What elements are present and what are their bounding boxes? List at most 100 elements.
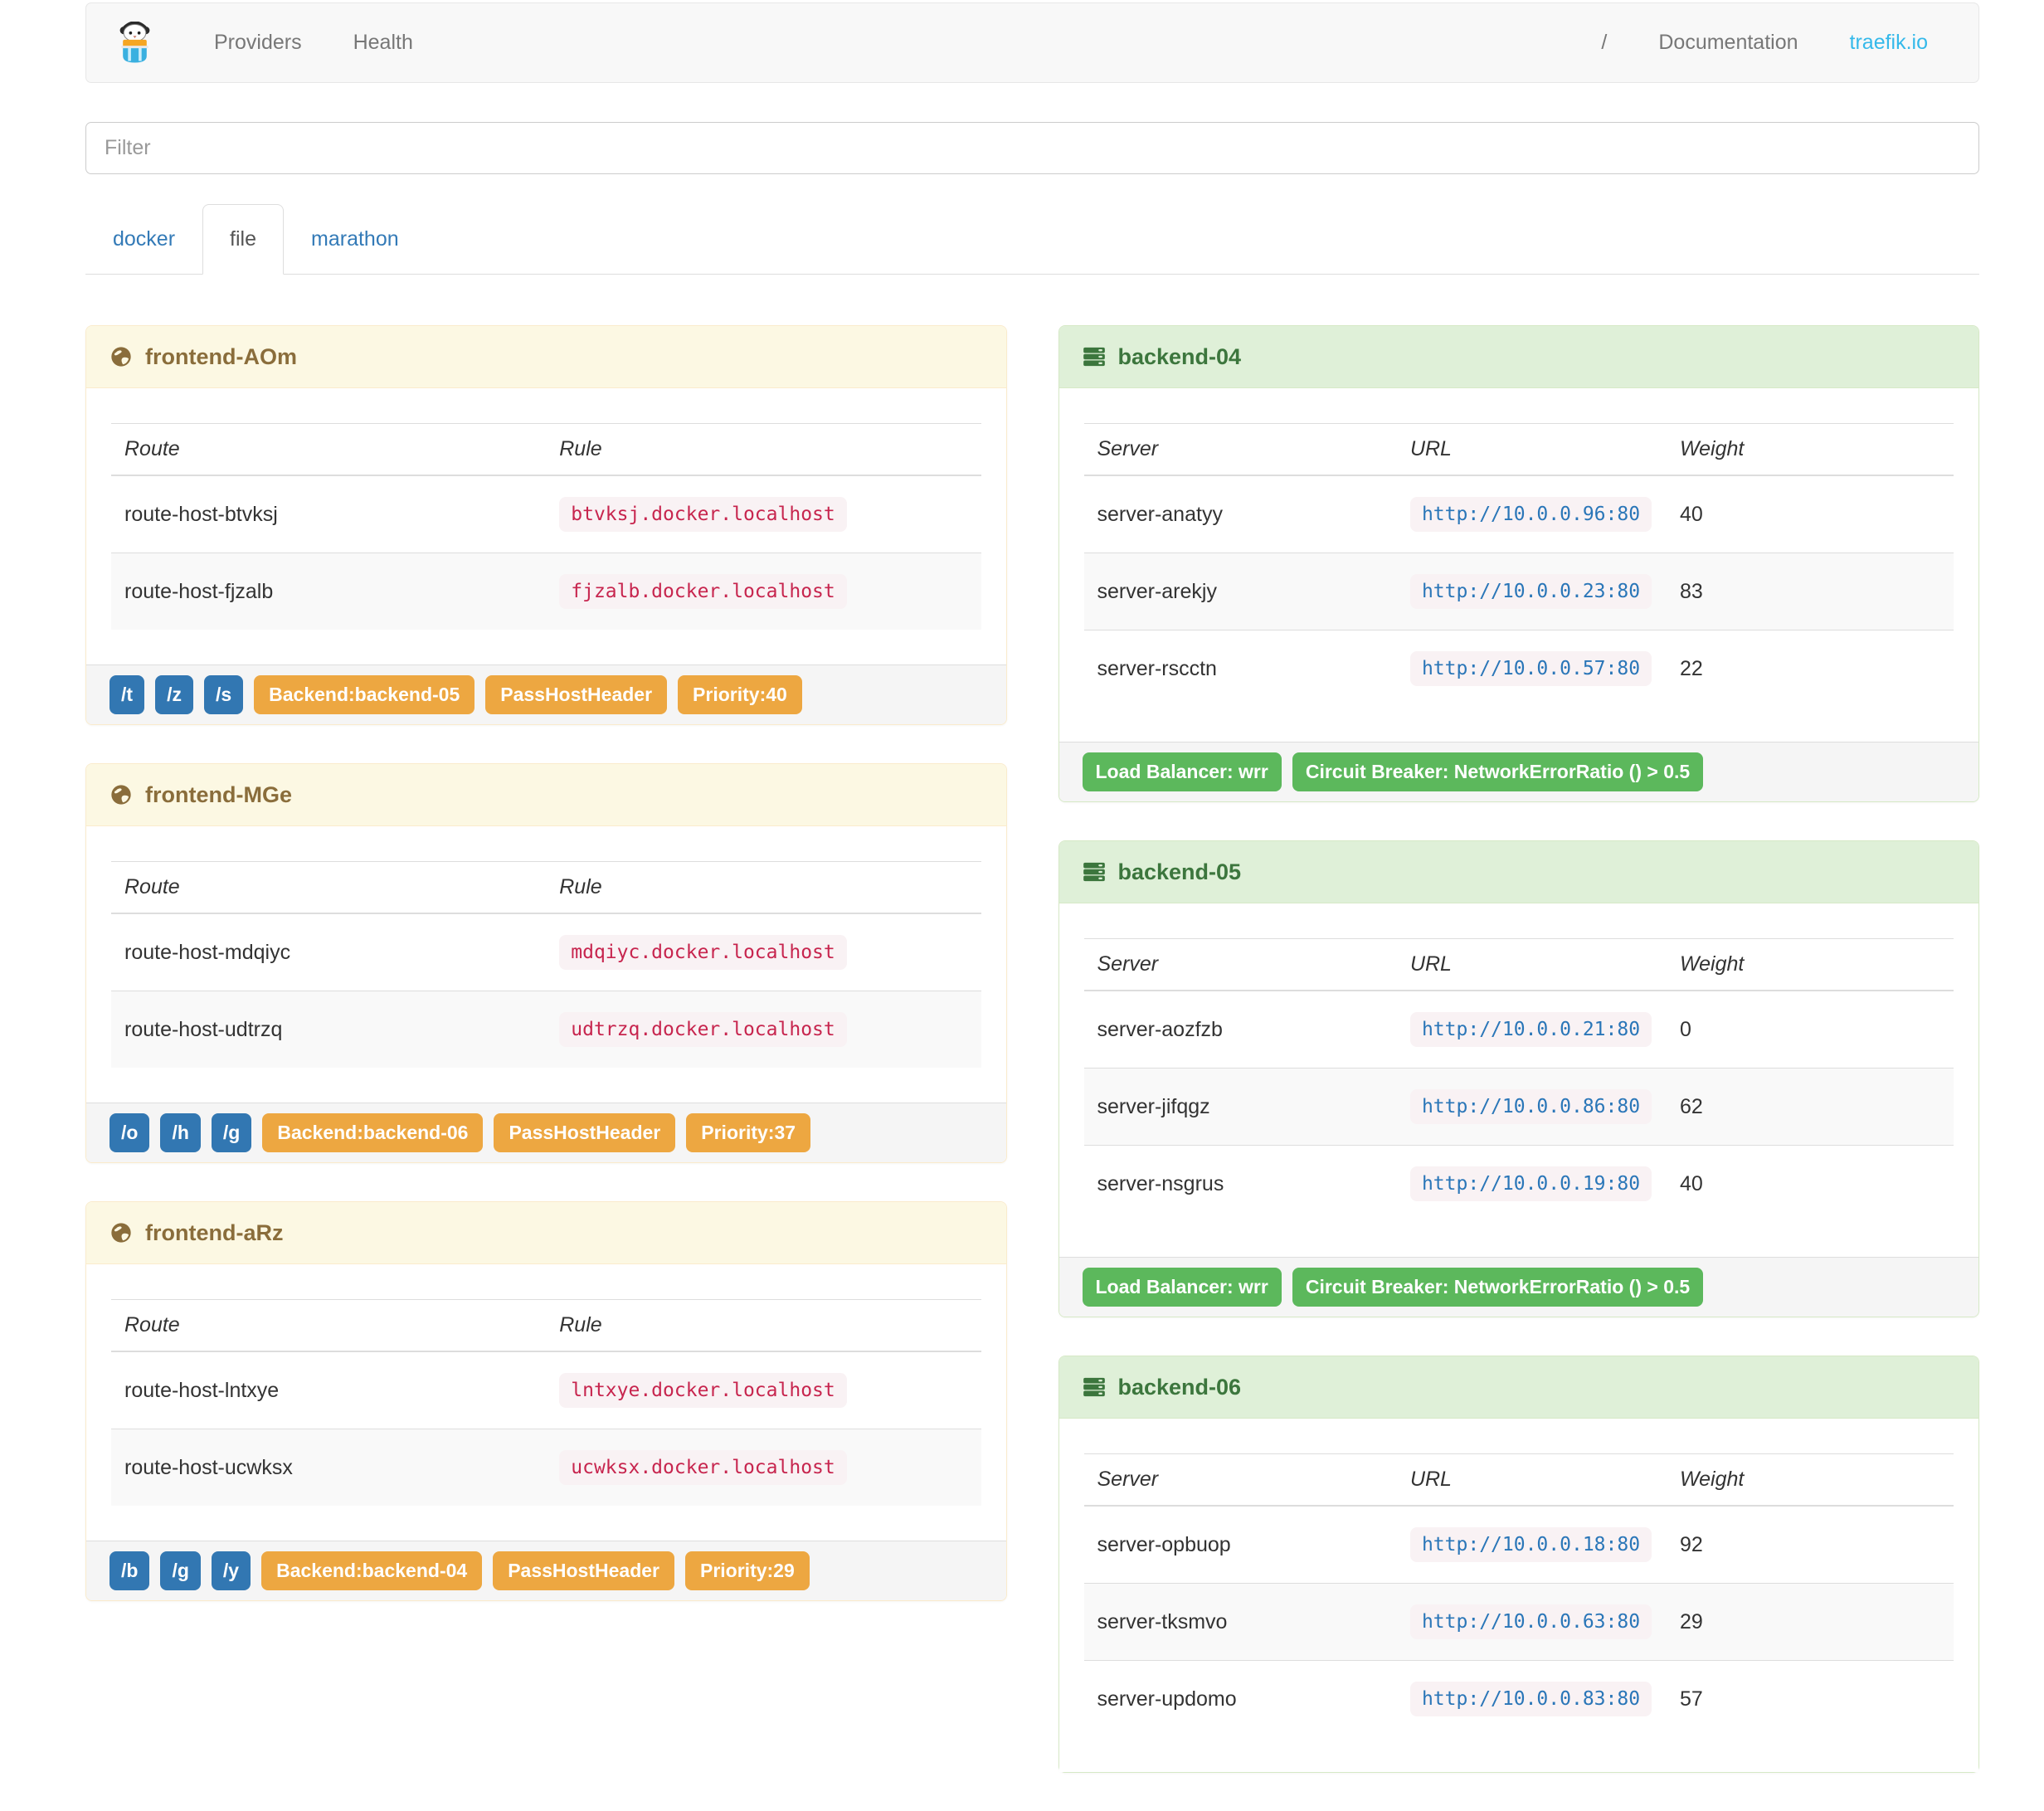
panel-body: Route Rule route-host-btvksj btvksj.docker.… xyxy=(86,388,1006,665)
url-chip: http://10.0.0.21:80 xyxy=(1409,1012,1652,1047)
tag-label: Backend:backend-05 xyxy=(254,675,475,714)
url-chip: http://10.0.0.19:80 xyxy=(1409,1166,1652,1201)
backend-table: Server URL Weight server-anatyy http://10.0.… xyxy=(1083,423,1954,707)
server-icon xyxy=(1083,860,1106,884)
tag-label: Priority:37 xyxy=(686,1113,811,1152)
column-header: URL xyxy=(1396,938,1667,991)
frontend-route-row: route-host-btvksj btvksj.docker.localhost xyxy=(111,475,981,553)
weight-value: 22 xyxy=(1666,630,1954,707)
column-header: Weight xyxy=(1666,1453,1954,1507)
entrypoint-label: /z xyxy=(155,675,193,714)
tab-docker[interactable]: docker xyxy=(113,227,176,251)
route-name: route-host-btvksj xyxy=(124,502,278,526)
nav-health[interactable]: Health xyxy=(353,31,413,54)
panel-body: Server URL Weight server-aozfzb http://10.0.… xyxy=(1058,903,1978,1257)
url-chip: http://10.0.0.96:80 xyxy=(1409,497,1652,532)
nav-documentation[interactable]: Documentation xyxy=(1658,31,1798,54)
server-name: server-aozfzb xyxy=(1097,1017,1223,1041)
table-header-row: Server URL Weight xyxy=(1083,1453,1954,1507)
backend-title: backend-04 xyxy=(1117,343,1242,369)
url-chip: http://10.0.0.57:80 xyxy=(1409,651,1652,686)
backends-column: backend-04 Server URL Weight server-anatyy ht… xyxy=(1058,325,1979,1811)
backend-server-row: server-updomo http://10.0.0.83:80 57 xyxy=(1083,1660,1954,1737)
weight-value: 62 xyxy=(1666,1068,1954,1146)
backend-server-row: server-opbuop http://10.0.0.18:80 92 xyxy=(1084,1506,1954,1584)
weight-value: 57 xyxy=(1666,1660,1954,1737)
panel-footer: /b/g/y Backend:backend-04 PassHostHeader Pr… xyxy=(86,1541,1006,1600)
tag-label: PassHostHeader xyxy=(485,675,668,714)
nav-slash[interactable]: / xyxy=(1601,31,1608,54)
backend-title: backend-06 xyxy=(1117,1374,1242,1400)
frontend-route-row: route-host-udtrzq udtrzq.docker.localhost xyxy=(111,991,981,1068)
frontend-route-row: route-host-mdqiyc mdqiyc.docker.localhost xyxy=(111,913,981,991)
filter-input[interactable] xyxy=(85,122,1979,174)
weight-value: 29 xyxy=(1666,1583,1954,1661)
column-header: Rule xyxy=(546,423,981,476)
url-chip: http://10.0.0.63:80 xyxy=(1409,1604,1652,1639)
frontend-title: frontend-AOm xyxy=(145,343,297,369)
column-header: Route xyxy=(111,861,547,914)
frontends-column: frontend-AOm Route Rule route-host-btvksj bt… xyxy=(85,325,1007,1639)
panel-body: Route Rule route-host-lntxye lntxye.docker.… xyxy=(86,1264,1006,1541)
panel-body: Server URL Weight server-opbuop http://10.0.… xyxy=(1058,1419,1978,1772)
nav-providers[interactable]: Providers xyxy=(214,31,302,54)
backend-server-row: server-jifqgz http://10.0.0.86:80 62 xyxy=(1083,1068,1954,1146)
column-header: Weight xyxy=(1666,423,1954,476)
server-name: server-jifqgz xyxy=(1083,1068,1397,1146)
column-header: Route xyxy=(111,423,547,476)
panel-footer: Load Balancer: wrr Circuit Breaker: Netwo… xyxy=(1058,742,1978,801)
backend-panel: backend-04 Server URL Weight server-anatyy ht… xyxy=(1058,325,1979,802)
table-header-row: Server URL Weight xyxy=(1083,423,1954,476)
rule-chip: lntxye.docker.localhost xyxy=(559,1373,847,1408)
backend-tag-label: Circuit Breaker: NetworkErrorRatio () > … xyxy=(1292,752,1704,791)
rule-chip: btvksj.docker.localhost xyxy=(559,497,847,532)
route-name: route-host-ucwksx xyxy=(111,1429,547,1506)
content-columns: frontend-AOm Route Rule route-host-btvksj bt… xyxy=(85,325,1979,1811)
entrypoint-label: /b xyxy=(110,1551,150,1590)
frontend-panel: frontend-AOm Route Rule route-host-btvksj bt… xyxy=(85,325,1007,725)
tab-marathon[interactable]: marathon xyxy=(311,227,399,251)
column-header: Server xyxy=(1083,1453,1397,1507)
backend-tag-label: Circuit Breaker: NetworkErrorRatio () > … xyxy=(1292,1268,1704,1307)
server-name: server-arekjy xyxy=(1083,553,1397,630)
column-header: Rule xyxy=(546,861,981,914)
route-name: route-host-mdqiyc xyxy=(124,940,291,964)
panel-footer: Load Balancer: wrr Circuit Breaker: Netwo… xyxy=(1058,1257,1978,1317)
column-header: Route xyxy=(111,1299,547,1352)
nav-traefik-io[interactable]: traefik.io xyxy=(1849,31,1928,54)
url-chip: http://10.0.0.23:80 xyxy=(1409,574,1652,609)
backend-title: backend-05 xyxy=(1117,859,1242,884)
frontend-panel: frontend-MGe Route Rule route-host-mdqiyc md… xyxy=(85,763,1007,1163)
backend-panel: backend-06 Server URL Weight server-opbuop ht… xyxy=(1058,1356,1979,1773)
traefik-logo[interactable] xyxy=(116,21,153,65)
entrypoint-label: /s xyxy=(203,675,244,714)
route-name: route-host-lntxye xyxy=(124,1378,280,1402)
provider-tabs: docker file marathon xyxy=(85,204,1979,275)
tag-label: Backend:backend-06 xyxy=(262,1113,484,1152)
frontend-title: frontend-aRz xyxy=(145,1220,284,1245)
tab-file[interactable]: file xyxy=(202,204,285,275)
server-name: server-rscctn xyxy=(1083,630,1397,707)
panel-body: Server URL Weight server-anatyy http://10.0.… xyxy=(1058,388,1978,742)
rule-chip: ucwksx.docker.localhost xyxy=(559,1450,847,1485)
server-name: server-updomo xyxy=(1083,1660,1397,1737)
entrypoint-label: /h xyxy=(160,1113,201,1152)
navbar-right: / Documentation traefik.io xyxy=(1575,31,1954,55)
column-header: Server xyxy=(1083,423,1397,476)
entrypoint-label: /g xyxy=(211,1113,252,1152)
column-header: URL xyxy=(1396,423,1667,476)
rule-chip: udtrzq.docker.localhost xyxy=(559,1012,847,1047)
weight-value: 83 xyxy=(1666,553,1954,630)
tag-label: Priority:29 xyxy=(685,1551,810,1590)
route-name: route-host-udtrzq xyxy=(111,991,547,1068)
table-header-row: Route Rule xyxy=(111,423,981,476)
column-header: Weight xyxy=(1666,938,1954,991)
panel-heading: backend-05 xyxy=(1058,841,1978,903)
weight-value: 40 xyxy=(1679,502,1703,526)
route-name: route-host-fjzalb xyxy=(111,553,547,630)
url-chip: http://10.0.0.86:80 xyxy=(1409,1089,1652,1124)
weight-value: 40 xyxy=(1666,1145,1954,1222)
server-name: server-tksmvo xyxy=(1083,1583,1397,1661)
panel-heading: frontend-AOm xyxy=(86,326,1006,388)
tag-label: PassHostHeader xyxy=(494,1113,676,1152)
